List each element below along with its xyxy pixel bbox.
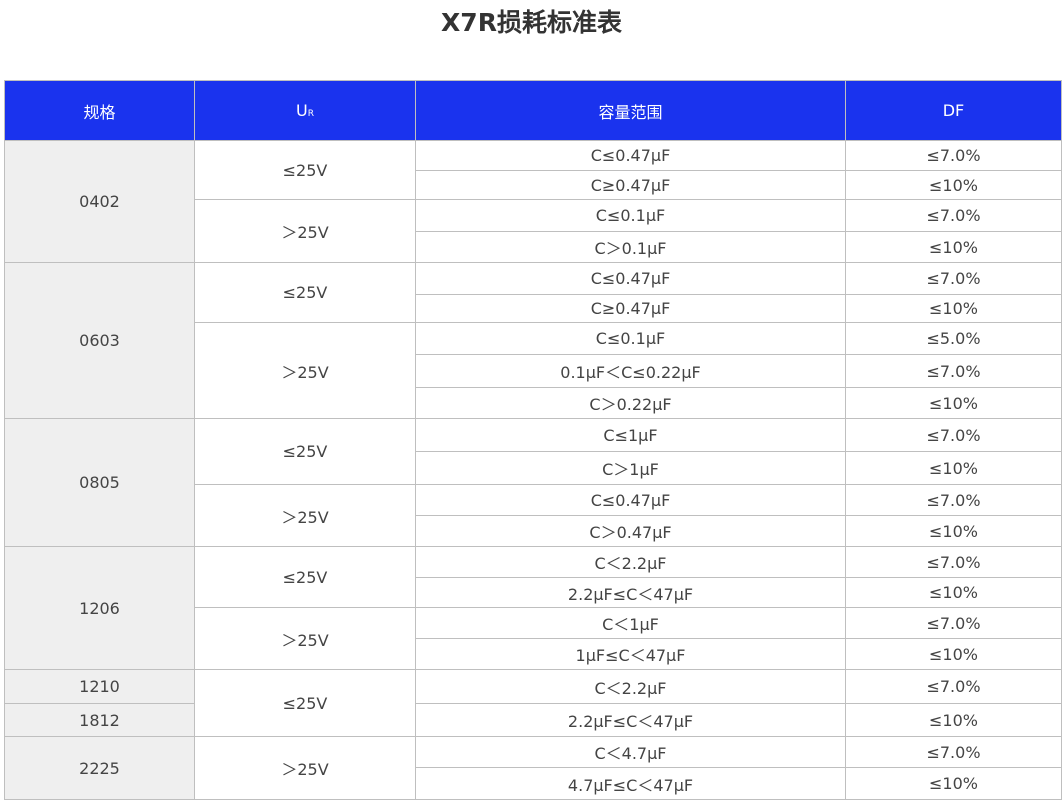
df-cell: ≤10%	[845, 387, 1062, 419]
df-cell: ≤7.0%	[845, 262, 1062, 295]
header-ur-sub: R	[307, 109, 314, 119]
header-ur: UR	[194, 80, 416, 141]
capacitance-cell: C≥0.47μF	[415, 294, 846, 323]
df-cell: ≤7.0%	[845, 199, 1062, 232]
capacitance-cell: 0.1μF＜C≤0.22μF	[415, 354, 846, 388]
capacitance-cell: C≤0.1μF	[415, 199, 846, 232]
table-row: C＞1μF ≤10%	[5, 451, 1062, 485]
header-capacitance: 容量范围	[415, 80, 846, 141]
table-row: 2.2μF≤C＜47μF ≤10%	[5, 577, 1062, 608]
table-row: 0805 ≤25V C≤1μF ≤7.0%	[4, 418, 1062, 547]
capacitance-cell: C≥0.47μF	[415, 170, 846, 200]
df-cell: ≤10%	[845, 767, 1062, 800]
df-cell: ≤10%	[845, 515, 1062, 547]
df-cell: ≤7.0%	[845, 607, 1062, 639]
size-cell: 0603	[4, 262, 195, 419]
df-cell: ≤7.0%	[845, 484, 1062, 516]
voltage-cell: ≤25V	[194, 418, 416, 485]
capacitance-cell: C≤0.47μF	[415, 262, 846, 295]
voltage-cell: ≤25V	[194, 140, 416, 200]
capacitance-cell: C≤1μF	[415, 418, 846, 452]
capacitance-cell: C≤0.47μF	[415, 140, 846, 171]
size-cell: 0805	[4, 418, 195, 547]
header-size: 规格	[4, 80, 195, 141]
capacitance-cell: C＞0.1μF	[415, 231, 846, 263]
voltage-cell: ＞25V	[194, 607, 416, 670]
capacitance-cell: C＜2.2μF	[415, 546, 846, 578]
capacitance-cell: C＜2.2μF	[415, 669, 846, 704]
table-row: ＞25V C＜1μF ≤7.0%	[5, 607, 1062, 670]
df-cell: ≤7.0%	[845, 546, 1062, 578]
capacitance-cell: 1μF≤C＜47μF	[415, 638, 846, 670]
table-row: 1812 2.2μF≤C＜47μF ≤10%	[4, 703, 1062, 737]
df-cell: ≤10%	[845, 231, 1062, 263]
capacitance-cell: C≤0.47μF	[415, 484, 846, 516]
table-row: 0402 ≤25V C≤0.47μF ≤7.0%	[4, 140, 1062, 263]
voltage-cell: ＞25V	[194, 736, 416, 800]
capacitance-cell: C＞0.47μF	[415, 515, 846, 547]
table-row: 1210 ≤25V C＜2.2μF ≤7.0%	[4, 669, 1062, 737]
size-cell: 1206	[4, 546, 195, 670]
df-cell: ≤7.0%	[845, 140, 1062, 171]
voltage-cell: ＞25V	[194, 322, 416, 419]
table-row: 0.1μF＜C≤0.22μF ≤7.0%	[5, 354, 1062, 388]
capacitance-cell: 4.7μF≤C＜47μF	[415, 767, 846, 800]
df-cell: ≤7.0%	[845, 736, 1062, 768]
df-cell: ≤10%	[845, 577, 1062, 608]
capacitance-cell: C＜4.7μF	[415, 736, 846, 768]
header-row: 规格 UR 容量范围 DF	[4, 80, 1062, 141]
df-cell: ≤10%	[845, 170, 1062, 200]
table-row: 1μF≤C＜47μF ≤10%	[5, 638, 1062, 670]
df-cell: ≤10%	[845, 451, 1062, 485]
size-cell: 2225	[4, 736, 195, 800]
capacitance-cell: C＞0.22μF	[415, 387, 846, 419]
voltage-cell: ≤25V	[194, 546, 416, 608]
df-cell: ≤5.0%	[845, 322, 1062, 355]
capacitance-cell: C＜1μF	[415, 607, 846, 639]
table-row: C＞0.22μF ≤10%	[5, 387, 1062, 419]
table-row: 4.7μF≤C＜47μF ≤10%	[5, 767, 1062, 800]
x7r-loss-table: 规格 UR 容量范围 DF 0402 ≤25V C≤0.47μF ≤7.0% C≥0.4…	[4, 80, 1062, 800]
table-row: ＞25V C≤0.1μF ≤5.0%	[5, 322, 1062, 419]
capacitance-cell: 2.2μF≤C＜47μF	[415, 703, 846, 737]
size-cell: 1812	[4, 703, 195, 737]
df-cell: ≤10%	[845, 294, 1062, 323]
df-cell: ≤10%	[845, 703, 1062, 737]
table-row: 1206 ≤25V C＜2.2μF ≤7.0%	[4, 546, 1062, 670]
table-row: 0603 ≤25V C≤0.47μF ≤7.0%	[4, 262, 1062, 419]
page-title: X7R损耗标准表	[441, 8, 622, 37]
capacitance-cell: C≤0.1μF	[415, 322, 846, 355]
size-cell: 1210	[4, 669, 195, 704]
df-cell: ≤7.0%	[845, 418, 1062, 452]
table-row: 2225 ＞25V C＜4.7μF ≤7.0%	[4, 736, 1062, 800]
voltage-cell: ≤25V	[194, 262, 416, 323]
table-row: ＞25V C≤0.47μF ≤7.0%	[5, 484, 1062, 547]
voltage-cell: ≤25V	[194, 669, 416, 737]
df-cell: ≤7.0%	[845, 354, 1062, 388]
header-df: DF	[845, 80, 1062, 141]
df-cell: ≤7.0%	[845, 669, 1062, 704]
capacitance-cell: C＞1μF	[415, 451, 846, 485]
table-row: C≥0.47μF ≤10%	[5, 294, 1062, 323]
capacitance-cell: 2.2μF≤C＜47μF	[415, 577, 846, 608]
voltage-cell: ＞25V	[194, 484, 416, 547]
table-row: C＞0.1μF ≤10%	[5, 231, 1062, 263]
header-ur-main: U	[296, 101, 308, 120]
df-cell: ≤10%	[845, 638, 1062, 670]
size-cell: 0402	[4, 140, 195, 263]
table-row: C≥0.47μF ≤10%	[5, 170, 1062, 200]
voltage-cell: ＞25V	[194, 199, 416, 263]
